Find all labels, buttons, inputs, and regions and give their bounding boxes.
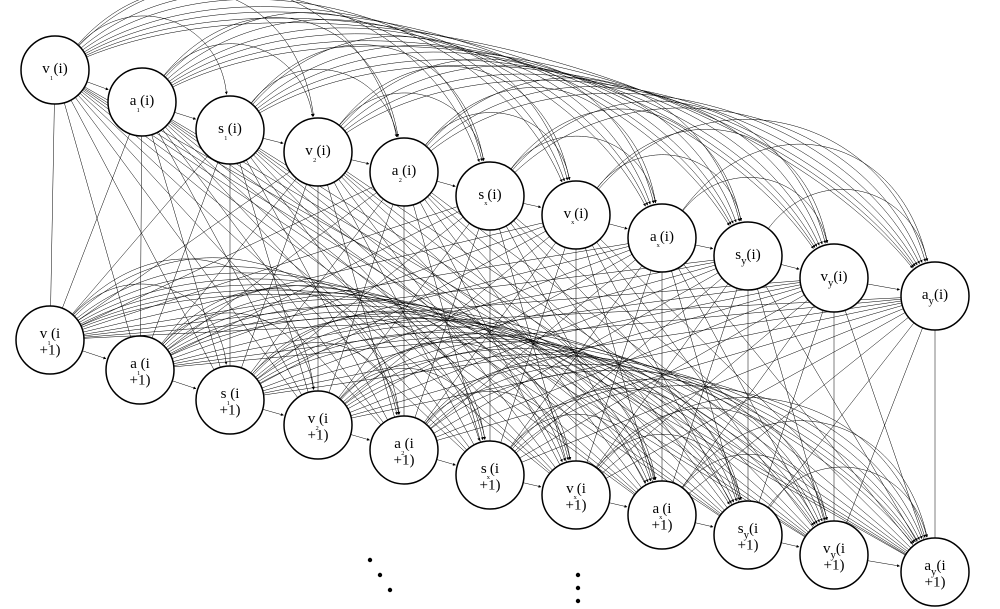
graph-node: aₓ(i) xyxy=(628,204,696,272)
ellipsis-dot xyxy=(576,599,580,603)
graph-node: vₓ(i+1) xyxy=(542,461,610,529)
node-label: a₁(i+1) xyxy=(130,356,151,389)
graph-node: a₁(i) xyxy=(108,68,176,136)
graph-node: v₂(i) xyxy=(284,118,352,186)
ellipsis-dot xyxy=(378,573,382,577)
node-label: a₂(i+1) xyxy=(394,436,415,469)
nodes-layer: v₁(i) a₁(i) s₁(i) v₂(i) a₂(i) sₓ(i) vₓ(i) aₓ(i)… xyxy=(16,36,969,606)
ellipsis-dot xyxy=(576,586,580,590)
graph-node: sₓ(i) xyxy=(456,162,524,230)
node-label: vₓ(i+1) xyxy=(566,481,587,514)
graph-node: aₓ(i+1) xyxy=(628,481,696,549)
ellipsis-dot xyxy=(576,573,580,577)
graph-node: ay(i) xyxy=(901,262,969,330)
node-label: aₓ(i+1) xyxy=(652,501,673,534)
ellipsis-dots xyxy=(368,558,580,603)
node-label: s₁(i+1) xyxy=(220,386,241,419)
network-diagram: v₁(i) a₁(i) s₁(i) v₂(i) a₂(i) sₓ(i) vₓ(i) aₓ(i)… xyxy=(0,0,1000,609)
graph-node: ay(i+1) xyxy=(901,538,969,606)
graph-node: a₁(i+1) xyxy=(106,336,174,404)
node-label: sₓ(i+1) xyxy=(480,461,501,494)
ellipsis-dot xyxy=(368,558,372,562)
graph-node: vy(i+1) xyxy=(800,521,868,589)
graph-node: s₁(i+1) xyxy=(196,366,264,434)
graph-node: sy(i) xyxy=(714,222,782,290)
graph-node: v₂(i+1) xyxy=(284,391,352,459)
graph-node: a₂(i) xyxy=(370,138,438,206)
graph-node: v₁(i) xyxy=(21,36,89,104)
graph-node: a₂(i+1) xyxy=(370,416,438,484)
graph-node: sₓ(i+1) xyxy=(456,441,524,509)
graph-node: sy(i+1) xyxy=(714,501,782,569)
graph-node: vₓ(i) xyxy=(542,181,610,249)
graph-node: vy(i) xyxy=(800,244,868,312)
graph-node: s₁(i) xyxy=(196,96,264,164)
ellipsis-dot xyxy=(388,588,392,592)
graph-node: v₁(i+1) xyxy=(16,306,84,374)
